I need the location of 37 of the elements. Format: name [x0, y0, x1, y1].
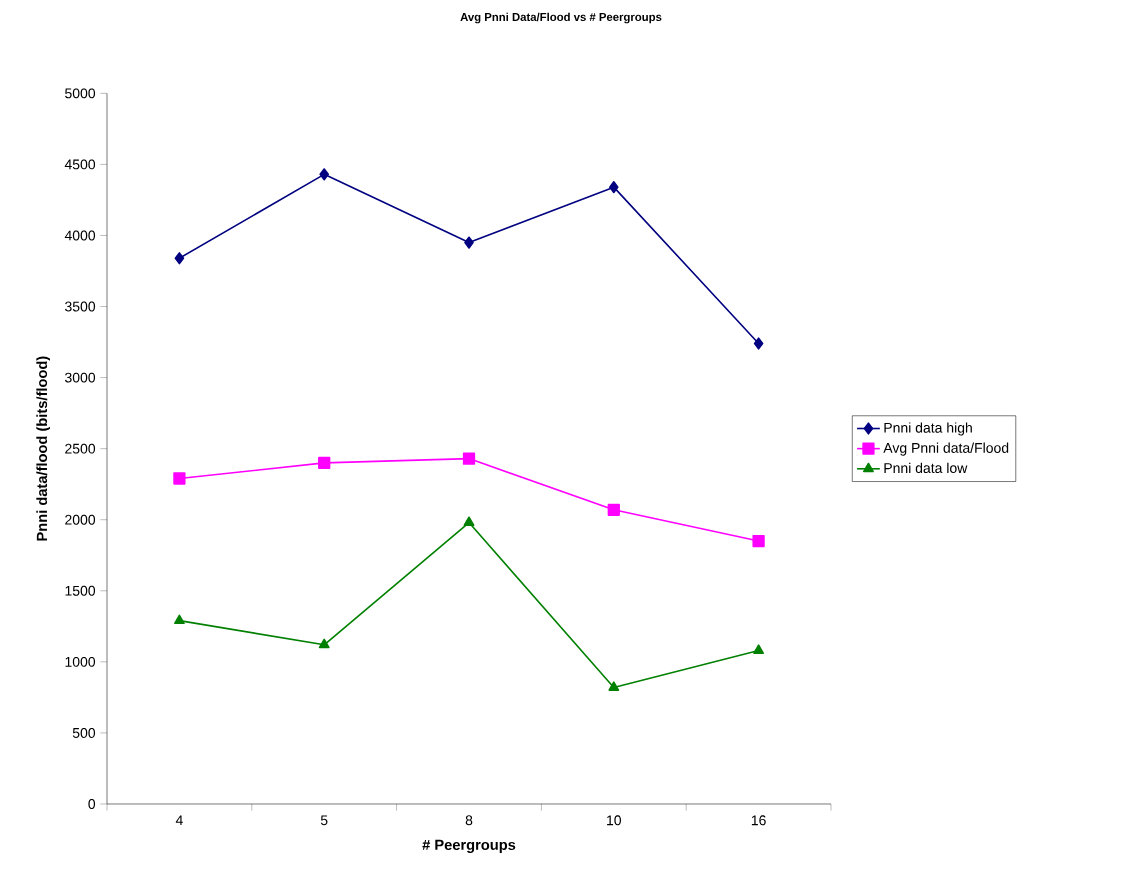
point [173, 614, 185, 625]
point [607, 503, 620, 516]
point [173, 472, 186, 485]
legend-label: Pnni data low [884, 462, 968, 474]
legend-label: Pnni data high [884, 422, 972, 436]
point [174, 252, 185, 265]
y-tick-label: 3000 [65, 372, 96, 383]
legend-label: Avg Pnni data/Flood [883, 442, 1009, 456]
x-tick-label: 16 [751, 815, 766, 826]
y-tick-label: 4000 [64, 230, 96, 241]
x-tick-label: 5 [320, 815, 328, 826]
chart-title: Avg Pnni Data/Flood vs # Peergroups [460, 12, 662, 24]
y-tick-label: 5000 [65, 88, 96, 99]
y-tick-label: 2500 [65, 443, 96, 454]
point [753, 644, 765, 654]
point [608, 681, 620, 691]
x-tick-label: 10 [607, 815, 622, 826]
y-tick-label: 0 [88, 799, 96, 809]
x-axis-title: # Peergroups [422, 839, 516, 853]
point [319, 168, 329, 181]
point [463, 516, 475, 527]
y-tick-label: 3500 [65, 301, 96, 312]
y-tick-label: 1500 [65, 585, 96, 596]
x-tick-label: 8 [465, 815, 473, 826]
point [752, 534, 765, 548]
point [753, 337, 764, 350]
point [318, 638, 330, 649]
point [609, 181, 619, 194]
y-tick-label: 2000 [65, 514, 96, 525]
point [318, 456, 331, 469]
point [464, 236, 474, 249]
x-tick-label: 4 [175, 815, 183, 825]
y-tick-label: 1000 [65, 656, 96, 667]
point [462, 452, 476, 465]
y-tick-label: 500 [72, 727, 96, 738]
y-tick-label: 4500 [64, 159, 96, 170]
y-axis-title: Pnni data/flood (bits/flood) [36, 356, 50, 541]
